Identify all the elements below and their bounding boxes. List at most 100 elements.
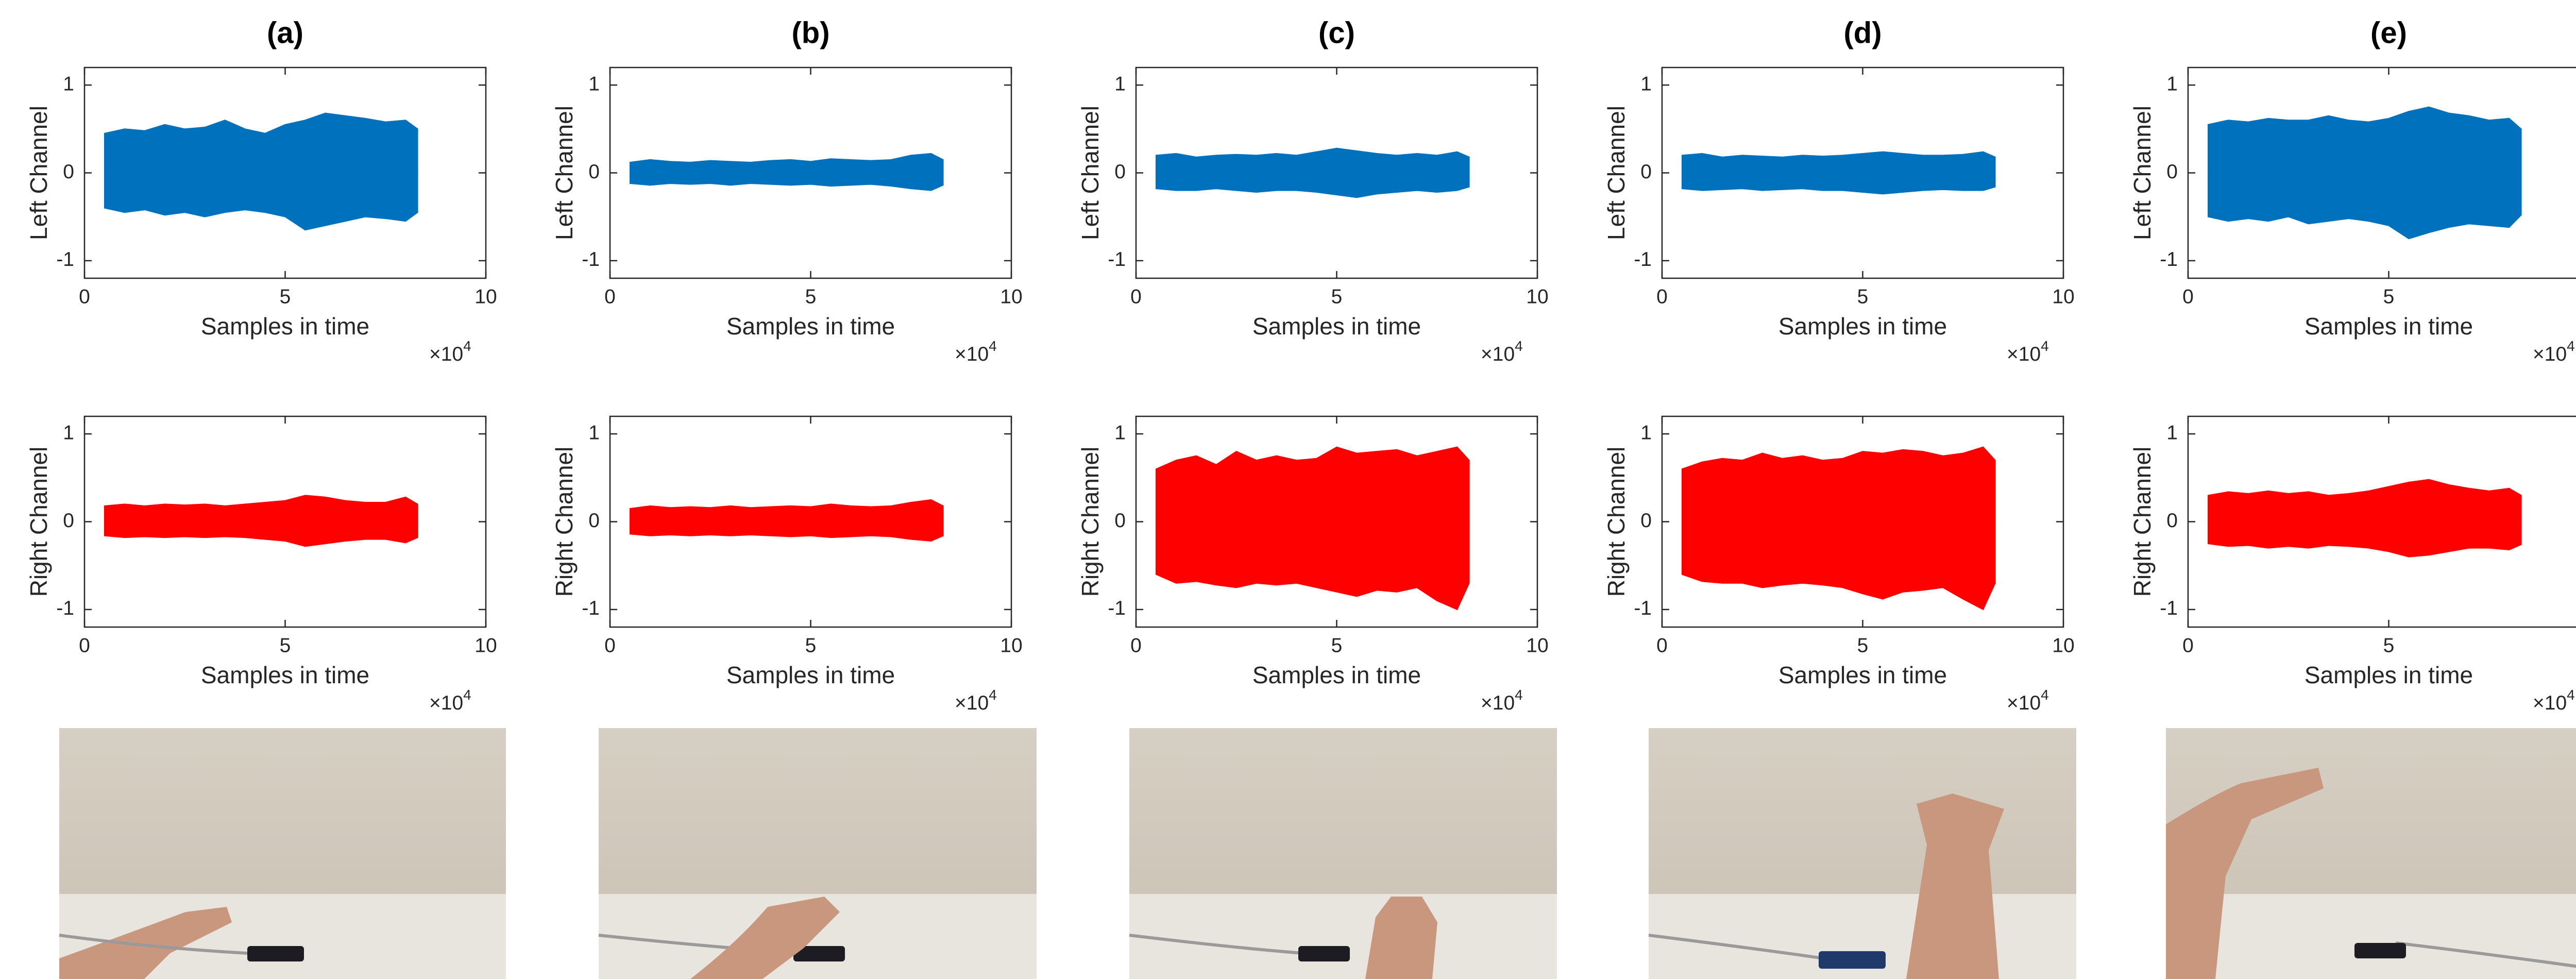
waveform-upper <box>1681 151 1996 174</box>
x-tick-label: 10 <box>2052 634 2074 656</box>
x-multiplier-base: ×10 <box>2007 692 2041 714</box>
x-axis-label: Samples in time <box>2304 313 2473 340</box>
x-tick-label: 5 <box>1331 634 1343 656</box>
waveform-lower <box>629 172 944 191</box>
y-tick-label: 0 <box>63 510 74 532</box>
waveform-lower <box>1681 521 1996 611</box>
x-multiplier-base: ×10 <box>429 692 463 714</box>
x-multiplier-base: ×10 <box>955 343 989 365</box>
x-multiplier: ×104 <box>2007 338 2049 365</box>
y-axis-label: Right Channel <box>2129 447 2156 597</box>
y-tick-label: 1 <box>1114 421 1126 444</box>
x-multiplier-exponent: 4 <box>2567 687 2575 703</box>
y-tick-label: 0 <box>2166 510 2178 532</box>
y-tick-label: 1 <box>1640 421 1652 444</box>
x-tick-label: 0 <box>604 285 616 308</box>
x-tick-label: 0 <box>1656 285 1668 308</box>
subplot-title: (d) <box>1843 16 1882 49</box>
x-multiplier-exponent: 4 <box>1515 338 1523 354</box>
x-tick-label: 10 <box>1000 634 1022 656</box>
x-axis-label: Samples in time <box>1778 662 1947 688</box>
y-axis-label: Right Channel <box>1077 447 1104 597</box>
x-multiplier-exponent: 4 <box>463 338 471 354</box>
y-tick-label: 0 <box>63 161 74 183</box>
subplot-title: (b) <box>791 16 829 49</box>
y-tick-label: -1 <box>582 248 600 271</box>
x-tick-label: 5 <box>2383 634 2395 656</box>
x-multiplier-base: ×10 <box>955 692 989 714</box>
waveform-lower <box>104 172 418 231</box>
x-tick-label: 5 <box>280 634 291 656</box>
y-tick-label: 0 <box>1640 510 1652 532</box>
x-multiplier: ×104 <box>1481 687 1523 714</box>
y-tick-label: 1 <box>1114 73 1126 95</box>
subplot-title: (c) <box>1318 16 1355 49</box>
subplot-title: (e) <box>2370 16 2407 49</box>
photo-e <box>2166 728 2576 979</box>
x-tick-label: 0 <box>2182 285 2194 308</box>
x-multiplier-exponent: 4 <box>463 687 471 703</box>
y-tick-label: 1 <box>2166 421 2178 444</box>
waveform-upper <box>1681 446 1996 522</box>
x-tick-label: 0 <box>1130 285 1142 308</box>
x-multiplier-base: ×10 <box>1481 692 1515 714</box>
y-tick-label: 1 <box>1640 73 1652 95</box>
y-tick-label: 1 <box>63 421 74 444</box>
y-axis-label: Left Channel <box>1603 106 1630 240</box>
x-tick-label: 0 <box>604 634 616 656</box>
waveform-lower <box>2207 172 2522 240</box>
x-multiplier-base: ×10 <box>1481 343 1515 365</box>
y-axis-label: Left Channel <box>25 106 52 240</box>
photo-b <box>598 728 1037 979</box>
x-tick-label: 0 <box>79 285 90 308</box>
waveform-lower <box>1681 172 1996 195</box>
x-axis-label: Samples in time <box>2304 662 2473 688</box>
x-tick-label: 10 <box>474 285 497 308</box>
x-multiplier: ×104 <box>429 338 471 365</box>
subplot-title: (a) <box>267 16 303 49</box>
y-tick-label: 0 <box>1114 161 1126 183</box>
y-tick-label: -1 <box>56 248 74 271</box>
x-axis-label: Samples in time <box>726 313 895 340</box>
waveform-upper <box>629 153 944 174</box>
y-tick-label: -1 <box>2160 248 2178 271</box>
y-tick-label: 0 <box>588 161 600 183</box>
x-multiplier: ×104 <box>2007 687 2049 714</box>
waveform-upper <box>104 495 418 522</box>
x-tick-label: 10 <box>1000 285 1022 308</box>
y-tick-label: 0 <box>1114 510 1126 532</box>
x-multiplier-exponent: 4 <box>989 687 997 703</box>
waveform-upper <box>104 112 418 174</box>
y-tick-label: 1 <box>588 73 600 95</box>
y-tick-label: 0 <box>1640 161 1652 183</box>
waveform-lower <box>1155 172 1470 198</box>
x-multiplier-base: ×10 <box>2007 343 2041 365</box>
waveform-upper <box>1155 446 1470 522</box>
x-multiplier: ×104 <box>429 687 471 714</box>
y-tick-label: -1 <box>56 597 74 619</box>
x-tick-label: 5 <box>1331 285 1343 308</box>
x-tick-label: 0 <box>1656 634 1668 656</box>
x-multiplier: ×104 <box>2533 687 2575 714</box>
x-multiplier: ×104 <box>2533 338 2575 365</box>
waveform-lower <box>629 521 944 542</box>
waveform-upper <box>629 499 944 522</box>
y-tick-label: -1 <box>1108 597 1126 619</box>
y-tick-label: -1 <box>582 597 600 619</box>
y-tick-label: 1 <box>63 73 74 95</box>
photo-a <box>59 728 506 979</box>
x-tick-label: 10 <box>1526 634 1548 656</box>
y-axis-label: Left Channel <box>2129 106 2156 240</box>
x-tick-label: 5 <box>805 634 817 656</box>
y-axis-label: Right Channel <box>551 447 578 597</box>
x-multiplier: ×104 <box>955 338 997 365</box>
